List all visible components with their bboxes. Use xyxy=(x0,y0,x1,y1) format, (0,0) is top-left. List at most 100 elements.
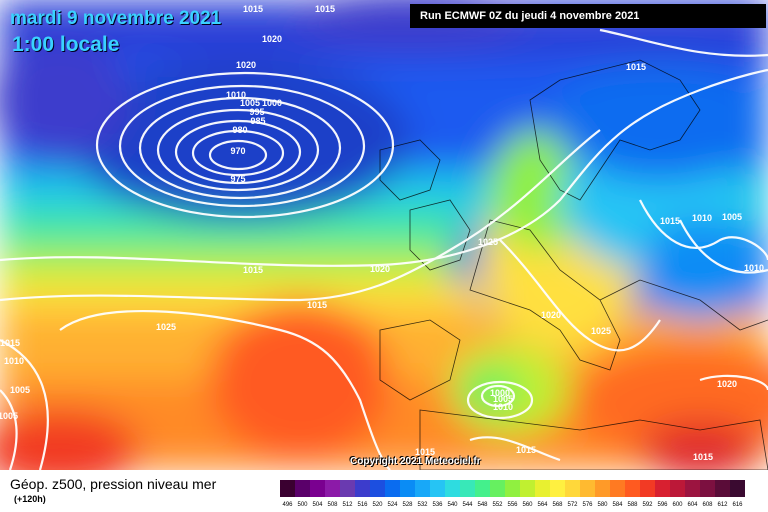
isobar-label: 1010 xyxy=(493,402,513,412)
isobar-label: 1025 xyxy=(591,326,611,336)
color-scale-swatch xyxy=(670,480,685,497)
color-scale-tick: 512 xyxy=(342,502,353,508)
color-scale-swatch xyxy=(310,480,325,497)
color-scale-tick: 592 xyxy=(642,502,653,508)
color-scale-tick: 608 xyxy=(702,502,713,508)
isobar-label: 1000 xyxy=(262,98,282,108)
isobar-label: 1015 xyxy=(307,300,327,310)
color-scale-swatch xyxy=(280,480,295,497)
color-scale-swatch xyxy=(700,480,715,497)
color-scale-tick: 536 xyxy=(432,502,443,508)
isobar-label: 1000 xyxy=(490,388,510,398)
isobar-label: 970 xyxy=(230,146,245,156)
isobar-lines xyxy=(0,28,768,470)
isobar-label: 1015 xyxy=(415,447,435,457)
color-scale-tick: 504 xyxy=(312,502,323,508)
isobar-label: 1010 xyxy=(226,90,246,100)
color-scale-swatch xyxy=(295,480,310,497)
color-scale-tick: 524 xyxy=(387,502,398,508)
isobar-label: 1015 xyxy=(243,4,263,14)
color-scale-swatch xyxy=(535,480,550,497)
color-scale-swatch xyxy=(640,480,655,497)
copyright-notice: Copyright 2021 Meteociel.fr xyxy=(350,456,481,467)
isobar-label: 1015 xyxy=(516,445,536,455)
color-scale-swatch xyxy=(355,480,370,497)
color-scale-tick: 616 xyxy=(732,502,743,508)
isobar-label: 1020 xyxy=(717,379,737,389)
color-scale-swatch xyxy=(505,480,520,497)
isobar-label: 1015 xyxy=(626,62,646,72)
color-scale-tick: 528 xyxy=(402,502,413,508)
isobar-label: 1020 xyxy=(262,34,282,44)
color-scale-tick: 560 xyxy=(522,502,533,508)
forecast-time: 1:00 locale xyxy=(12,33,120,56)
isobar-label: 1015 xyxy=(243,265,263,275)
forecast-date: mardi 9 novembre 2021 xyxy=(10,8,222,29)
color-scale-tick: 584 xyxy=(612,502,623,508)
color-scale-swatch xyxy=(460,480,475,497)
isobar-label: 1010 xyxy=(692,213,712,223)
isobar-label: 975 xyxy=(230,174,245,184)
color-scale-tick: 604 xyxy=(687,502,698,508)
color-scale-swatch xyxy=(595,480,610,497)
color-scale-swatch xyxy=(520,480,535,497)
color-scale-tick: 576 xyxy=(582,502,593,508)
isobar-label: 985 xyxy=(250,116,265,126)
color-scale-tick: 508 xyxy=(327,502,338,508)
isobar-label: 1005 xyxy=(10,385,30,395)
color-scale-swatch xyxy=(370,480,385,497)
isobar-label: 1010 xyxy=(4,356,24,366)
color-scale-swatch xyxy=(730,480,745,497)
color-scale-tick: 548 xyxy=(477,502,488,508)
isobar-label: 1005 xyxy=(240,98,260,108)
color-scale-tick: 612 xyxy=(717,502,728,508)
color-scale-tick: 556 xyxy=(507,502,518,508)
geopotential-field xyxy=(0,0,768,470)
color-scale-tick: 520 xyxy=(372,502,383,508)
isobar-label: 1015 xyxy=(693,452,713,462)
color-scale-tick: 532 xyxy=(417,502,428,508)
color-scale-tick: 516 xyxy=(357,502,368,508)
isobar-label: 1020 xyxy=(236,60,256,70)
isobar-label: 1025 xyxy=(156,322,176,332)
isobar-label: 1005 xyxy=(493,394,513,404)
isobar-label: 1020 xyxy=(370,264,390,274)
color-scale-tick: 580 xyxy=(597,502,608,508)
color-scale-swatch xyxy=(340,480,355,497)
color-scale: 496 500 504 508 512 516 520 524 528 532 536 540 544 5… xyxy=(280,480,745,508)
color-scale-swatch xyxy=(475,480,490,497)
color-scale-tick: 572 xyxy=(567,502,578,508)
isobar-label: 1015 xyxy=(660,216,680,226)
color-scale-swatch xyxy=(715,480,730,497)
color-scale-swatch xyxy=(400,480,415,497)
color-scale-tick: 568 xyxy=(552,502,563,508)
isobar-label: 1005 xyxy=(722,212,742,222)
isobar-label: 1015 xyxy=(315,4,335,14)
color-scale-tick: 496 xyxy=(282,502,293,508)
color-scale-tick: 544 xyxy=(462,502,473,508)
color-scale-tick: 588 xyxy=(627,502,638,508)
color-scale-swatch xyxy=(610,480,625,497)
isobar-label: 995 xyxy=(249,107,264,117)
legend-title: Géop. z500, pression niveau mer xyxy=(10,476,217,492)
color-scale-swatch xyxy=(385,480,400,497)
color-scale-swatch xyxy=(325,480,340,497)
color-scale-swatch xyxy=(685,480,700,497)
color-scale-swatch xyxy=(445,480,460,497)
color-scale-swatch xyxy=(550,480,565,497)
color-scale-tick: 552 xyxy=(492,502,503,508)
isobar-label: 980 xyxy=(232,125,247,135)
model-run-info: Run ECMWF 0Z du jeudi 4 novembre 2021 xyxy=(410,4,766,28)
color-scale-swatch xyxy=(415,480,430,497)
color-scale-tick: 500 xyxy=(297,502,308,508)
forecast-offset: (+120h) xyxy=(14,494,46,504)
isobar-label: 1010 xyxy=(744,263,764,273)
color-scale-swatch xyxy=(625,480,640,497)
color-scale-tick: 600 xyxy=(672,502,683,508)
color-scale-tick: 564 xyxy=(537,502,548,508)
isobar-label: 1025 xyxy=(478,237,498,247)
color-scale-swatch xyxy=(580,480,595,497)
color-scale-tick: 596 xyxy=(657,502,668,508)
